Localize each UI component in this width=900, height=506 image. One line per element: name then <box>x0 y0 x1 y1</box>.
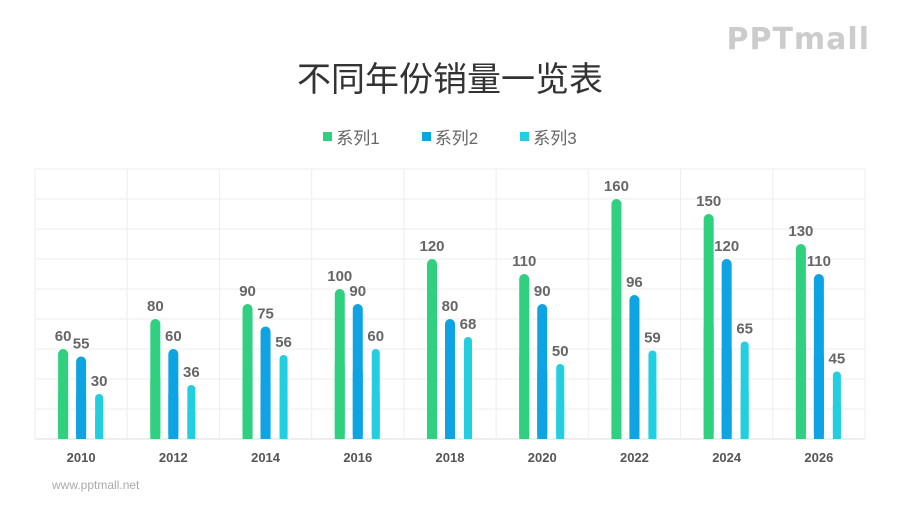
x-tick-label: 2014 <box>251 450 281 465</box>
data-label: 96 <box>626 274 643 291</box>
data-label: 80 <box>442 298 459 315</box>
legend-label: 系列1 <box>336 129 380 148</box>
data-label: 55 <box>73 336 90 353</box>
data-label: 45 <box>829 351 846 368</box>
chart-title: 不同年份销量一览表 <box>297 60 603 100</box>
x-tick-label: 2016 <box>343 450 372 465</box>
data-label: 68 <box>460 316 477 333</box>
x-tick-label: 2022 <box>620 450 649 465</box>
data-label: 56 <box>275 334 292 351</box>
x-tick-label: 2012 <box>159 450 188 465</box>
data-label: 65 <box>736 321 753 338</box>
bar-base <box>260 382 271 439</box>
x-tick-label: 2026 <box>804 450 833 465</box>
bar-base <box>519 356 530 439</box>
legend-item-series-3: 系列3 <box>520 124 577 149</box>
data-label: 120 <box>419 238 444 255</box>
data-label: 36 <box>183 364 200 381</box>
x-tick-label: 2020 <box>528 450 557 465</box>
bar-base <box>427 349 437 439</box>
bar-base <box>832 405 841 439</box>
bar-base <box>187 412 196 439</box>
data-label: 160 <box>604 178 629 195</box>
bar-base <box>371 394 380 439</box>
x-tick-label: 2024 <box>712 450 742 465</box>
data-label: 150 <box>696 193 721 210</box>
data-label: 30 <box>91 373 108 390</box>
bar-base <box>703 326 714 439</box>
data-label: 60 <box>55 328 72 345</box>
data-label: 60 <box>367 328 384 345</box>
data-label: 90 <box>349 283 366 300</box>
data-label: 80 <box>147 298 164 315</box>
bar-base <box>721 349 732 439</box>
pptmall-logo: PPTmall <box>726 22 870 57</box>
bar-base <box>445 379 455 439</box>
bar-base <box>76 397 87 439</box>
legend-swatch <box>323 132 333 141</box>
data-label: 110 <box>512 253 536 270</box>
data-label: 100 <box>327 268 352 285</box>
data-label: 110 <box>807 253 831 270</box>
bar-base <box>242 371 253 439</box>
legend-label: 系列2 <box>434 129 479 148</box>
legend-label: 系列3 <box>533 129 577 148</box>
bar-base <box>795 341 806 439</box>
footer-url: www.pptmall.net <box>52 478 140 492</box>
data-label: 120 <box>714 238 739 255</box>
legend-item-series-1: 系列1 <box>323 124 380 149</box>
bar-base <box>168 394 179 439</box>
legend-swatch <box>520 132 530 141</box>
bar-base <box>813 356 824 439</box>
bar-base <box>611 319 622 439</box>
data-label: 59 <box>644 330 661 347</box>
legend-swatch <box>421 132 431 141</box>
bar-base <box>58 394 69 439</box>
data-label: 90 <box>534 283 551 300</box>
legend-item-series-2: 系列2 <box>421 124 479 149</box>
bar-base <box>537 371 548 439</box>
bar-base <box>150 379 161 439</box>
bar-base <box>352 371 363 439</box>
bar-base <box>464 388 472 439</box>
data-label: 130 <box>788 223 813 240</box>
data-label: 75 <box>257 306 274 323</box>
data-label: 50 <box>552 343 569 360</box>
legend: 系列1 系列2 系列3 <box>0 124 900 149</box>
x-tick-label: 2010 <box>67 450 96 465</box>
bar-base <box>648 394 657 439</box>
bar-base <box>334 364 345 439</box>
x-tick-label: 2018 <box>436 450 465 465</box>
bar-base <box>279 397 288 439</box>
bar-base <box>740 390 749 439</box>
bar-base <box>629 367 640 439</box>
bar-base <box>95 416 104 439</box>
data-label: 60 <box>165 328 182 345</box>
data-label: 90 <box>239 283 256 300</box>
bar-base <box>556 401 565 439</box>
